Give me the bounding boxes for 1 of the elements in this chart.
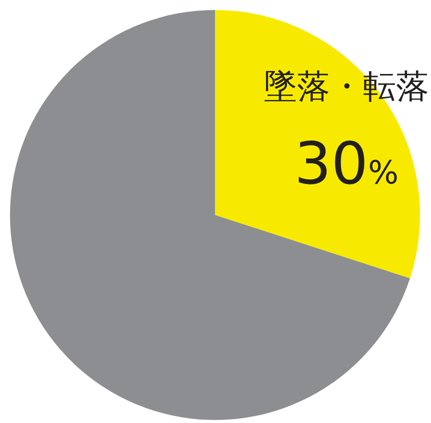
data-label: 30% — [294, 129, 399, 198]
